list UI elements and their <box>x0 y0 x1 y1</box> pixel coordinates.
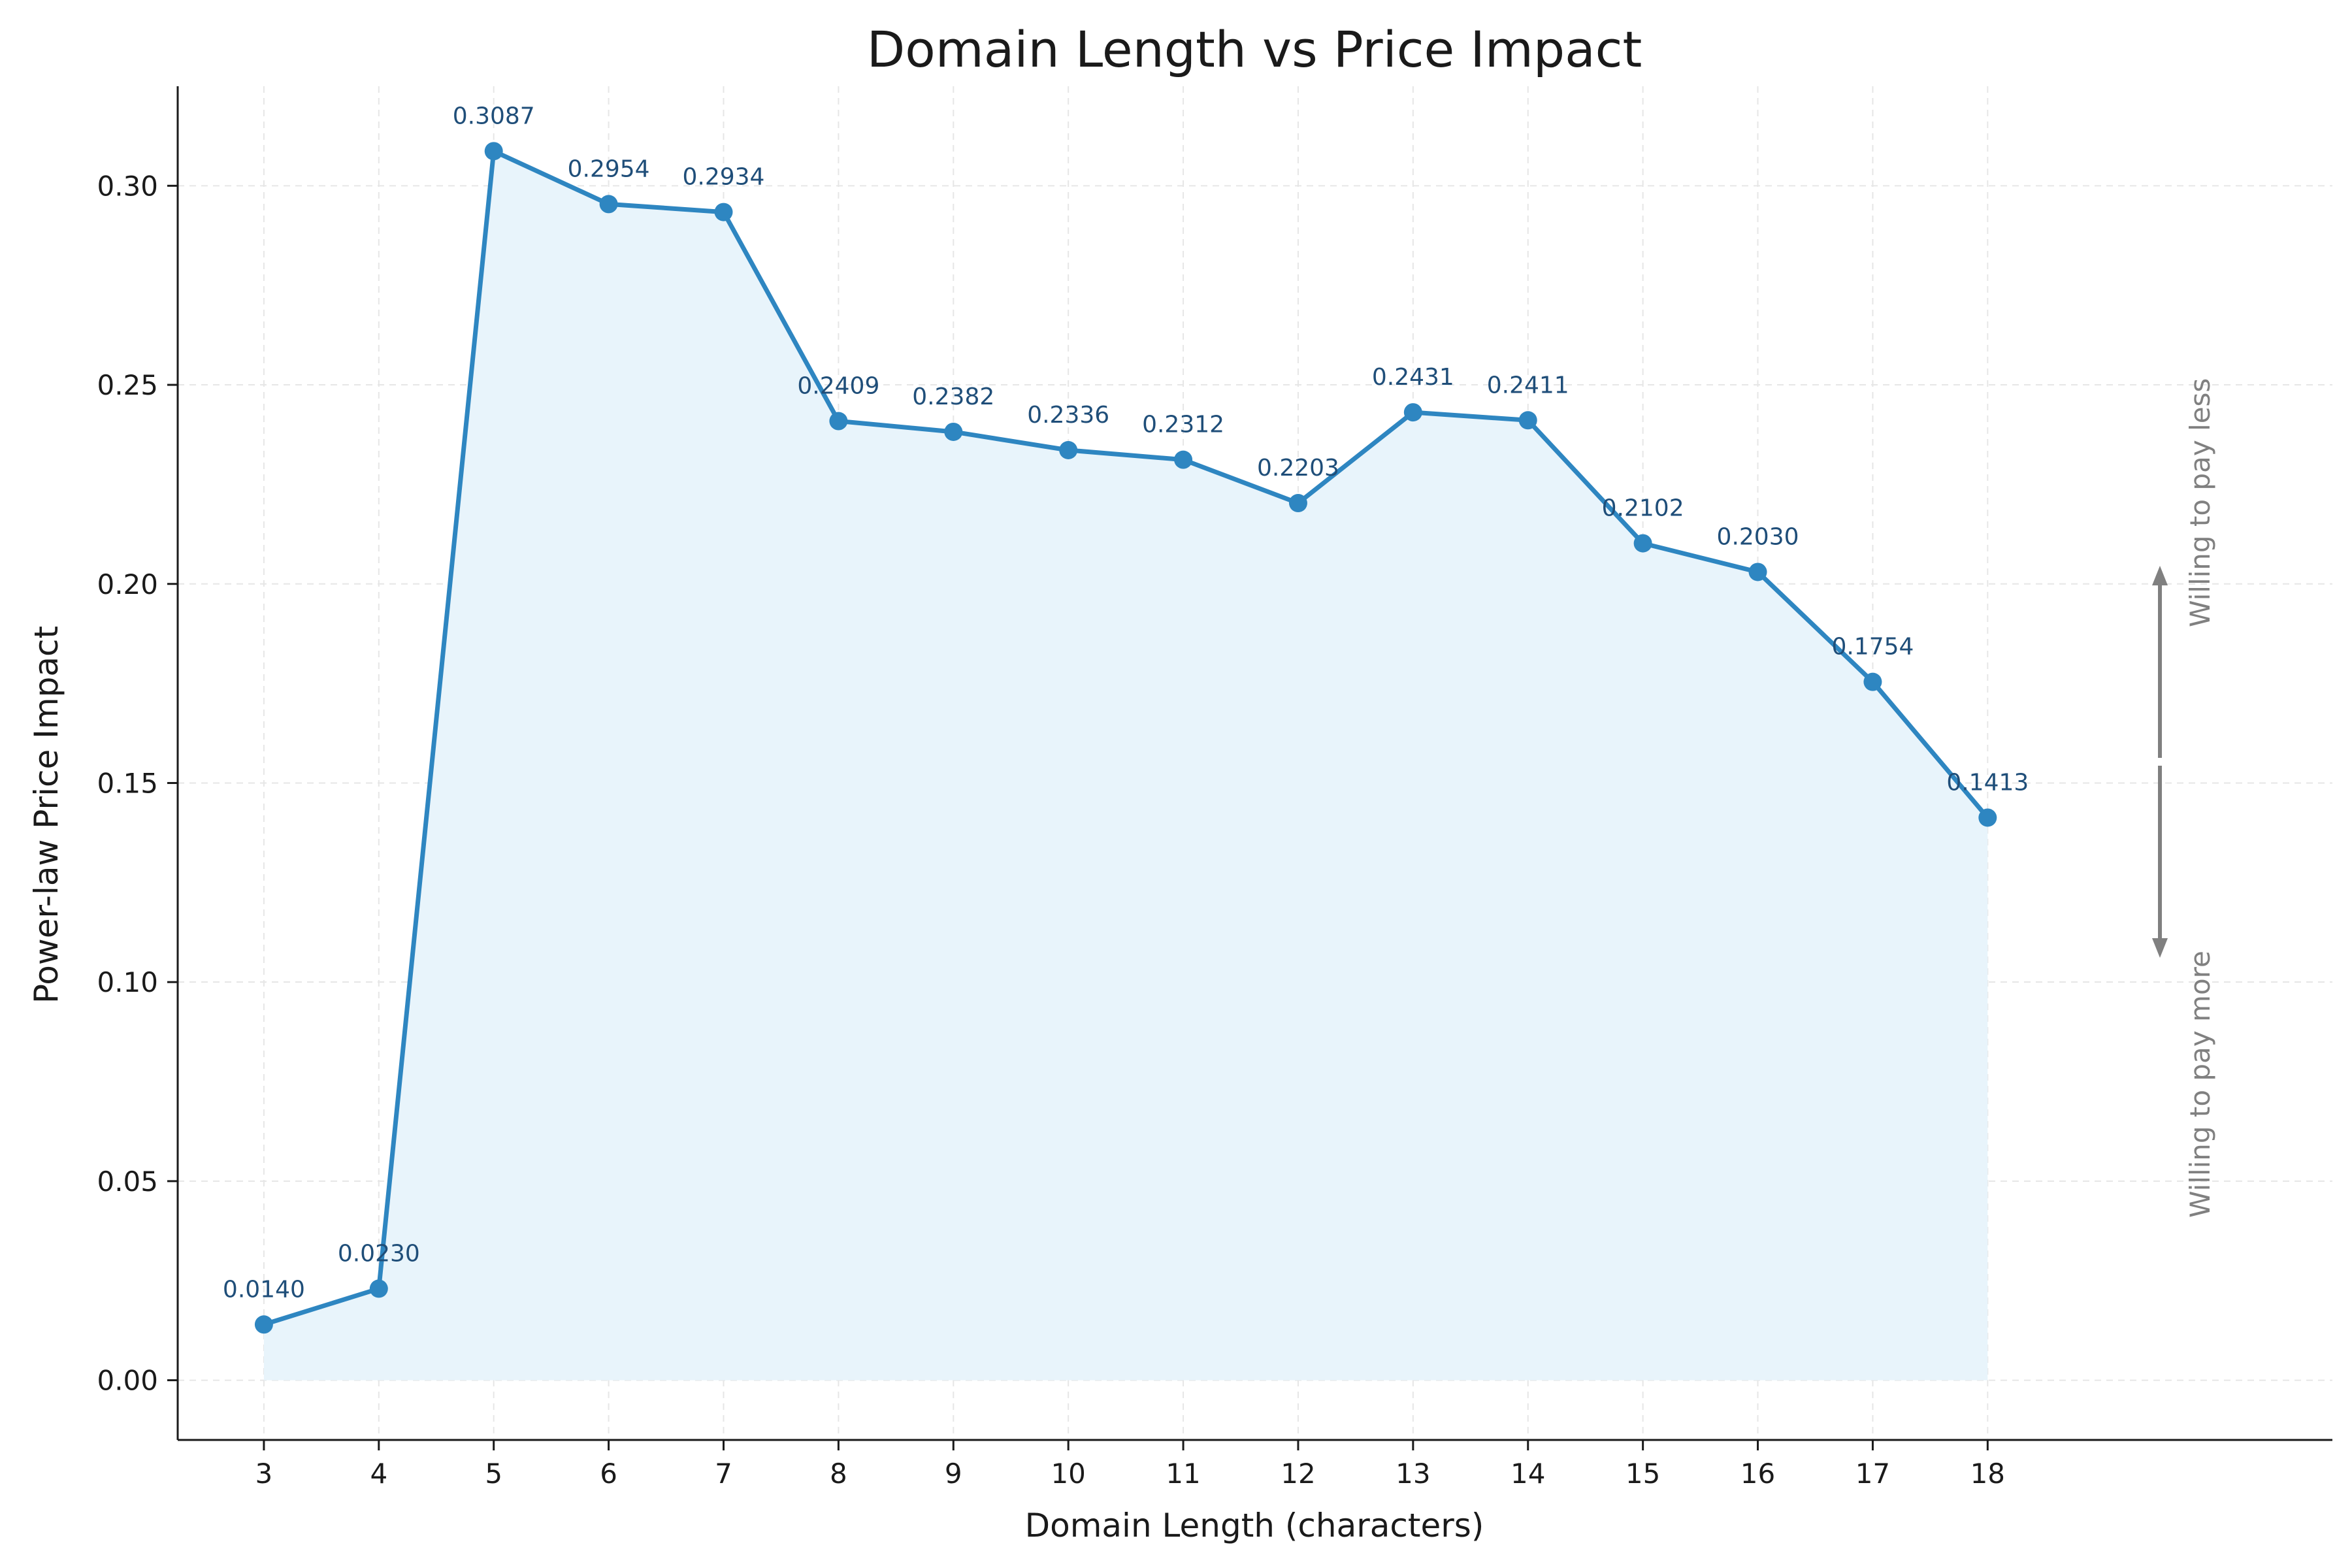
x-tick-label-8: 8 <box>830 1458 847 1490</box>
data-label-17: 0.1754 <box>1831 634 1914 661</box>
data-label-6: 0.2954 <box>568 155 650 182</box>
x-tick-label-4: 4 <box>370 1458 387 1490</box>
data-point-16 <box>1748 563 1767 581</box>
axes <box>176 86 2332 1441</box>
x-ticks: 3 4 5 6 7 8 9 10 11 12 13 14 15 16 17 18 <box>255 1440 2005 1490</box>
data-point-5 <box>484 142 503 161</box>
y-tick-label-4: 0.20 <box>97 568 158 600</box>
x-tick-label-3: 3 <box>255 1458 273 1490</box>
x-tick-label-7: 7 <box>715 1458 732 1490</box>
data-point-18 <box>1978 808 1997 827</box>
side-annotation: Willing to pay less Willing to pay more <box>2152 378 2216 1218</box>
data-label-3: 0.0140 <box>223 1276 305 1303</box>
x-tick-label-10: 10 <box>1051 1458 1085 1490</box>
data-point-4 <box>369 1279 388 1298</box>
annotation-down-text: Willing to pay more <box>2184 951 2216 1218</box>
x-tick-label-12: 12 <box>1281 1458 1315 1490</box>
x-tick-label-15: 15 <box>1625 1458 1660 1490</box>
data-label-7: 0.2934 <box>683 164 765 191</box>
data-label-10: 0.2336 <box>1027 402 1109 429</box>
x-tick-label-13: 13 <box>1396 1458 1430 1490</box>
chart-title: Domain Length vs Price Impact <box>867 20 1642 78</box>
data-label-12: 0.2203 <box>1257 455 1339 482</box>
arrow-down-head-icon <box>2152 938 2168 958</box>
series-line <box>263 148 1989 1327</box>
data-point-15 <box>1633 534 1652 553</box>
data-point-3 <box>254 1315 273 1334</box>
data-label-15: 0.2102 <box>1602 495 1684 522</box>
data-label-5: 0.3087 <box>453 103 535 129</box>
y-tick-label-6: 0.30 <box>97 170 158 202</box>
data-point-7 <box>714 203 733 221</box>
y-tick-label-0: 0.00 <box>97 1365 158 1397</box>
y-axis-label: Power-law Price Impact <box>27 626 65 1004</box>
x-tick-label-5: 5 <box>485 1458 502 1490</box>
x-tick-label-17: 17 <box>1855 1458 1890 1490</box>
arrow-up-head-icon <box>2152 566 2168 585</box>
data-point-6 <box>599 195 618 214</box>
x-tick-label-6: 6 <box>600 1458 617 1490</box>
data-point-10 <box>1059 441 1078 460</box>
x-tick-label-18: 18 <box>1970 1458 2005 1490</box>
x-axis-label: Domain Length (characters) <box>1025 1507 1484 1544</box>
y-tick-label-2: 0.10 <box>97 966 158 998</box>
y-tick-label-3: 0.15 <box>97 767 158 799</box>
data-label-4: 0.0230 <box>338 1240 420 1267</box>
data-point-17 <box>1863 672 1882 691</box>
data-label-9: 0.2382 <box>912 384 994 410</box>
data-points <box>254 142 1997 1334</box>
data-label-18: 0.1413 <box>1946 769 2029 796</box>
data-label-8: 0.2409 <box>797 373 879 400</box>
data-label-14: 0.2411 <box>1487 372 1569 399</box>
data-point-13 <box>1403 403 1422 422</box>
data-label-16: 0.2030 <box>1717 523 1799 550</box>
y-tick-label-1: 0.05 <box>97 1166 158 1198</box>
data-point-12 <box>1288 494 1307 513</box>
x-tick-label-14: 14 <box>1511 1458 1545 1490</box>
data-point-14 <box>1518 411 1537 430</box>
data-point-8 <box>829 412 848 431</box>
data-point-11 <box>1174 450 1193 469</box>
data-point-9 <box>944 422 963 441</box>
data-labels: 0.0140 0.0230 0.3087 0.2954 0.2934 0.2409 0.23… <box>223 103 2029 1303</box>
y-ticks: 0.00 0.05 0.10 0.15 0.20 0.25 0.30 <box>97 170 178 1397</box>
data-label-11: 0.2312 <box>1142 412 1224 438</box>
x-tick-label-9: 9 <box>945 1458 962 1490</box>
annotation-up-text: Willing to pay less <box>2184 378 2216 627</box>
data-label-13: 0.2431 <box>1372 364 1454 391</box>
y-tick-label-5: 0.25 <box>97 369 158 401</box>
x-tick-label-16: 16 <box>1740 1458 1775 1490</box>
area-fill <box>263 151 1988 1380</box>
x-tick-label-11: 11 <box>1166 1458 1200 1490</box>
